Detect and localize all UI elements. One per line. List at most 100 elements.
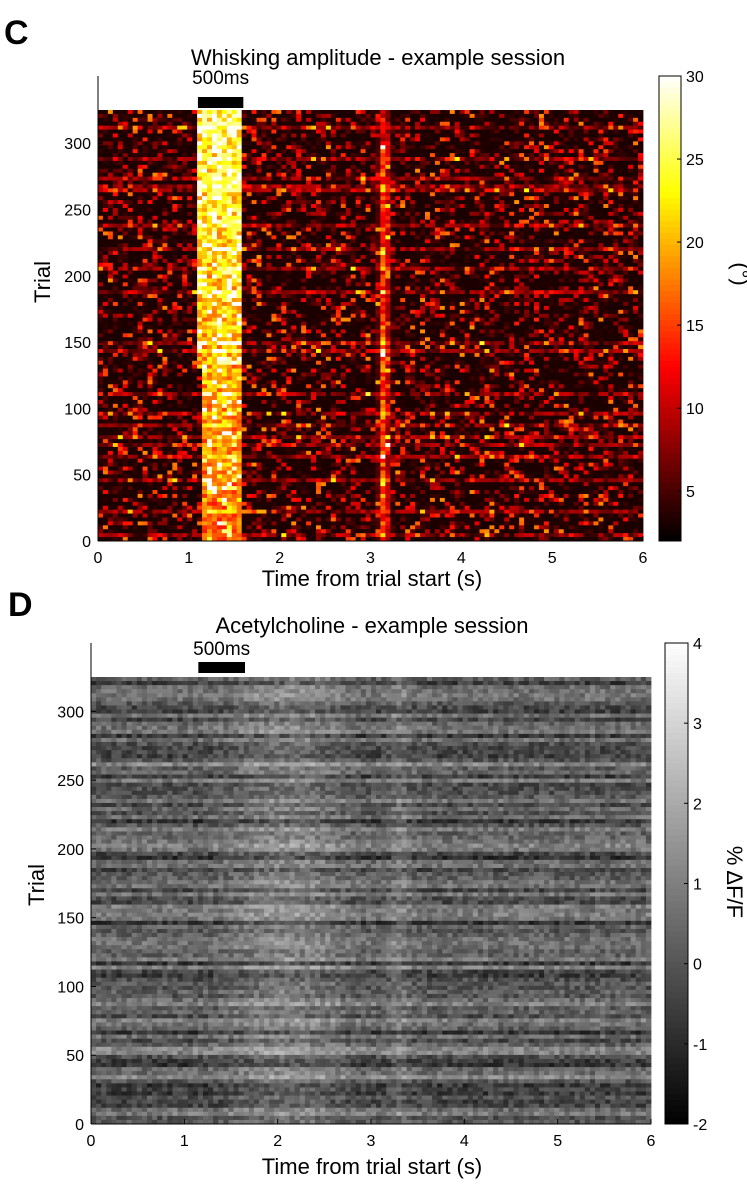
heatmap-cell bbox=[325, 125, 332, 130]
heatmap-cell bbox=[469, 211, 475, 217]
heatmap-cell bbox=[330, 254, 337, 260]
heatmap-cell bbox=[325, 145, 332, 150]
heatmap-cell bbox=[633, 215, 639, 221]
heatmap-cell bbox=[479, 243, 485, 248]
heatmap-cell bbox=[410, 164, 416, 170]
heatmap-cell bbox=[449, 262, 456, 268]
heatmap-cell bbox=[395, 121, 401, 127]
heatmap-cell bbox=[162, 113, 168, 119]
heatmap-cell bbox=[246, 239, 252, 244]
heatmap-cell bbox=[469, 196, 475, 201]
heatmap-cell bbox=[578, 145, 584, 150]
heatmap-cell bbox=[266, 121, 272, 127]
heatmap-cell bbox=[226, 168, 233, 174]
heatmap-cell bbox=[325, 153, 332, 158]
heatmap-cell bbox=[395, 125, 401, 130]
heatmap-cell bbox=[177, 133, 183, 138]
heatmap-cell bbox=[608, 254, 614, 260]
heatmap-cell bbox=[211, 145, 218, 150]
heatmap-cell bbox=[534, 117, 540, 123]
heatmap-cell bbox=[98, 164, 104, 170]
heatmap-cell bbox=[429, 270, 436, 275]
heatmap-cell bbox=[380, 243, 386, 248]
heatmap-cell bbox=[479, 231, 485, 236]
heatmap-cell bbox=[519, 172, 525, 178]
heatmap-cell bbox=[623, 164, 629, 170]
heatmap-cell bbox=[489, 110, 495, 115]
heatmap-cell bbox=[519, 243, 525, 248]
heatmap-cell bbox=[241, 270, 248, 275]
heatmap-cell bbox=[137, 223, 143, 228]
heatmap-cell bbox=[563, 113, 570, 119]
heatmap-cell bbox=[415, 258, 421, 264]
heatmap-cell bbox=[633, 247, 639, 252]
heatmap-cell bbox=[296, 176, 302, 181]
heatmap-cell bbox=[543, 180, 550, 185]
heatmap-cell bbox=[400, 160, 406, 166]
heatmap-cell bbox=[484, 262, 490, 268]
heatmap-cell bbox=[484, 192, 490, 197]
heatmap-cell bbox=[385, 121, 391, 127]
heatmap-cell bbox=[439, 243, 446, 248]
heatmap-cell bbox=[524, 180, 530, 185]
heatmap-cell bbox=[420, 219, 426, 225]
heatmap-cell bbox=[202, 196, 208, 201]
heatmap-cell bbox=[553, 110, 560, 115]
heatmap-cell bbox=[459, 176, 466, 181]
heatmap-cell bbox=[167, 176, 173, 181]
heatmap-cell bbox=[410, 153, 416, 158]
heatmap-cell bbox=[127, 207, 134, 213]
heatmap-cell bbox=[172, 270, 178, 275]
heatmap-cell bbox=[291, 149, 297, 154]
heatmap-cell bbox=[177, 231, 183, 236]
heatmap-cell bbox=[593, 227, 599, 232]
heatmap-cell bbox=[355, 207, 361, 213]
heatmap-cell bbox=[484, 113, 490, 119]
heatmap-cell bbox=[192, 157, 198, 162]
heatmap-cell bbox=[474, 278, 480, 283]
heatmap-cell bbox=[553, 274, 560, 279]
heatmap-cell bbox=[221, 258, 228, 264]
heatmap-cell bbox=[429, 204, 436, 209]
heatmap-cell bbox=[137, 141, 143, 146]
heatmap-cell bbox=[548, 184, 555, 189]
heatmap-cell bbox=[415, 157, 421, 162]
heatmap-cell bbox=[514, 247, 520, 252]
heatmap-cell bbox=[638, 207, 644, 213]
heatmap-cell bbox=[474, 172, 480, 178]
heatmap-cell bbox=[231, 129, 238, 134]
heatmap-cell bbox=[226, 282, 233, 287]
heatmap-cell bbox=[355, 125, 361, 130]
heatmap-cell bbox=[216, 160, 223, 166]
heatmap-cell bbox=[241, 247, 248, 252]
heatmap-cell bbox=[390, 113, 396, 119]
heatmap-cell bbox=[147, 145, 153, 150]
heatmap-cell bbox=[325, 266, 332, 272]
heatmap-cell bbox=[583, 251, 589, 256]
heatmap-cell bbox=[340, 125, 347, 130]
heatmap-cell bbox=[548, 227, 555, 232]
heatmap-cell bbox=[187, 145, 193, 150]
heatmap-cell bbox=[241, 219, 248, 225]
heatmap-cell bbox=[543, 141, 550, 146]
heatmap-cell bbox=[256, 153, 262, 158]
heatmap-cell bbox=[499, 282, 505, 287]
heatmap-cell bbox=[261, 113, 267, 119]
heatmap-cell bbox=[633, 184, 639, 189]
heatmap-cell bbox=[306, 129, 312, 134]
heatmap-cell bbox=[281, 243, 287, 248]
heatmap-cell bbox=[415, 180, 421, 185]
heatmap-cell bbox=[410, 184, 416, 189]
heatmap-cell bbox=[281, 286, 287, 291]
heatmap-cell bbox=[534, 180, 540, 185]
heatmap-cell bbox=[489, 113, 495, 119]
heatmap-cell bbox=[172, 125, 178, 130]
heatmap-cell bbox=[251, 160, 257, 166]
heatmap-cell bbox=[390, 176, 396, 181]
heatmap-cell bbox=[578, 251, 584, 256]
heatmap-cell bbox=[499, 188, 505, 193]
heatmap-cell bbox=[261, 168, 267, 174]
heatmap-cell bbox=[474, 113, 480, 119]
heatmap-cell bbox=[311, 141, 317, 146]
heatmap-cell bbox=[216, 223, 223, 228]
